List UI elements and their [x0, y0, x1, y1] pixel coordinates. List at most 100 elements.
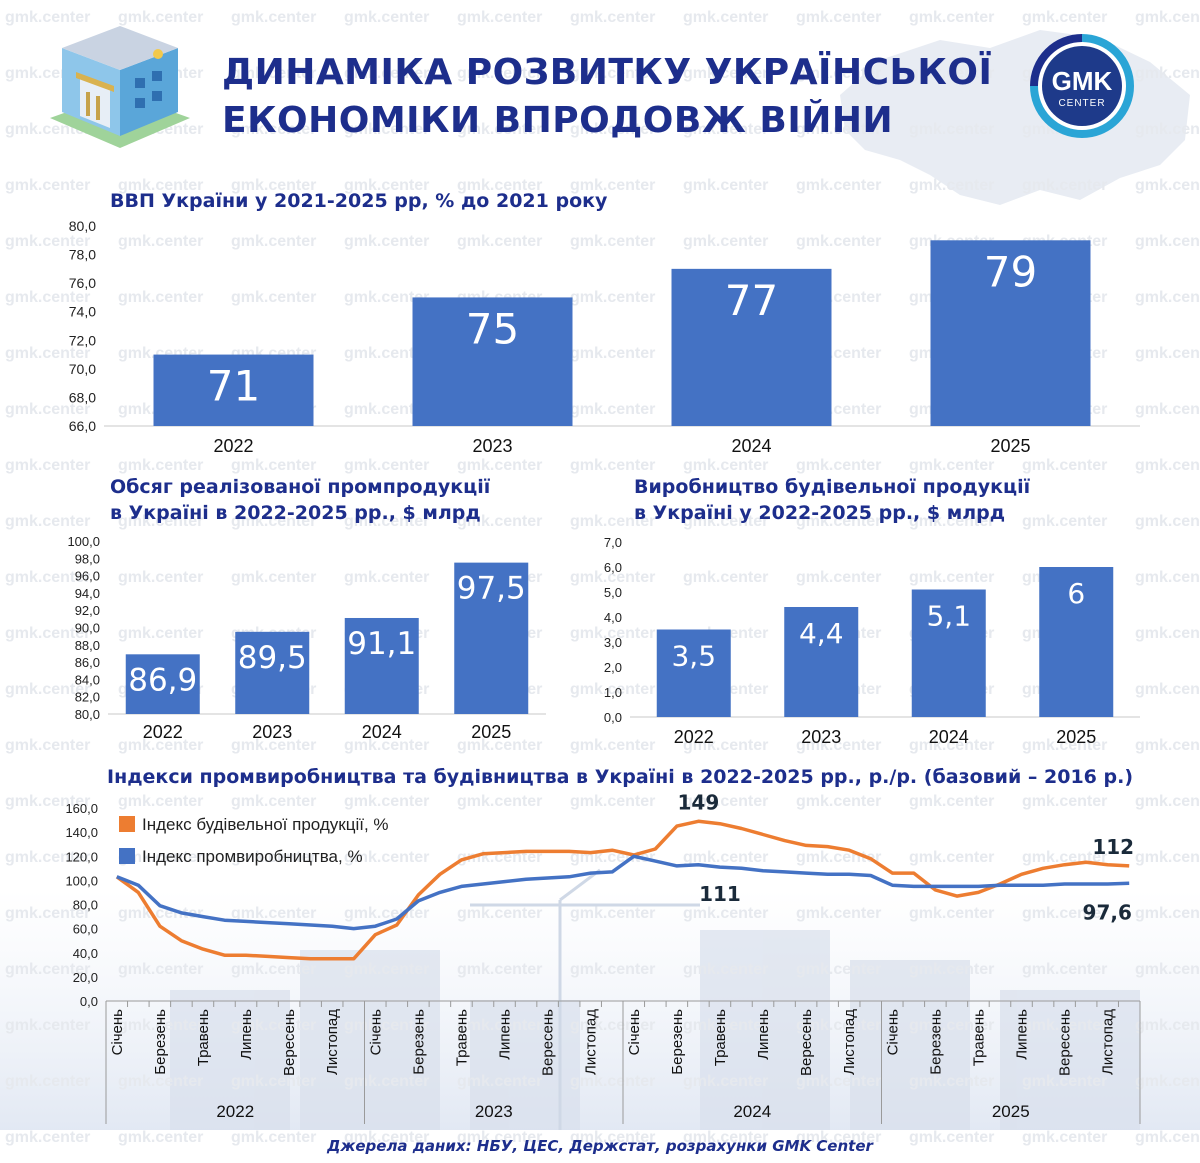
watermark-text: gmk.center — [570, 569, 655, 586]
y-tick-label: 74,0 — [69, 304, 96, 320]
bar-value-label: 75 — [466, 304, 519, 353]
month-label: Листопад — [1100, 1009, 1117, 1075]
watermark-text: gmk.center — [909, 905, 994, 922]
crane-silhouette — [470, 868, 700, 1130]
bar — [671, 268, 832, 426]
watermark-text: gmk.center — [344, 569, 429, 586]
watermark-text: gmk.center — [231, 9, 316, 26]
month-label: Січень — [109, 1009, 126, 1056]
watermark-text: gmk.center — [231, 233, 316, 250]
watermark-text: gmk.center — [570, 1017, 655, 1034]
watermark-text: gmk.center — [118, 793, 203, 810]
logo-text-top: GMK — [1052, 66, 1113, 96]
y-tick-label: 80,0 — [69, 218, 96, 234]
watermark-text: gmk.center — [231, 793, 316, 810]
watermark-text: gmk.center — [909, 1129, 994, 1146]
watermark-text: gmk.center — [1022, 905, 1107, 922]
watermark-text: gmk.center — [796, 233, 881, 250]
month-label: Листопад — [841, 1009, 858, 1075]
watermark-text: gmk.center — [231, 961, 316, 978]
watermark-text: gmk.center — [796, 65, 881, 82]
bar-chart-1: 100,0 98,0 96,0 94,0 92,0 90,0 88,0 86,0 84,0 82,… — [67, 534, 546, 742]
watermark-text: gmk.center — [683, 793, 768, 810]
watermark-text: gmk.center — [909, 9, 994, 26]
industry-chart-title-line2: в Україні в 2022-2025 рр., $ млрд — [110, 502, 481, 524]
watermark-text: gmk.center — [344, 233, 429, 250]
watermark-text: gmk.center — [344, 961, 429, 978]
watermark-text: gmk.center — [118, 569, 203, 586]
watermark-text: gmk.center — [570, 401, 655, 418]
watermark-text: gmk.center — [118, 9, 203, 26]
month-label: Травень — [453, 1009, 470, 1066]
watermark-text: gmk.center — [796, 1073, 881, 1090]
watermark-text: gmk.center — [231, 849, 316, 866]
month-label: Травень — [970, 1009, 987, 1066]
x-category-label: 2023 — [252, 722, 292, 742]
watermark-text: gmk.center — [231, 65, 316, 82]
watermark-text: gmk.center — [683, 65, 768, 82]
watermark-text: gmk.center — [5, 1129, 90, 1146]
y-tick-label: 76,0 — [69, 275, 96, 291]
bar-value-label: 4,4 — [799, 617, 844, 650]
x-category-label: 2024 — [929, 727, 969, 747]
bar-value-label: 79 — [984, 247, 1037, 296]
y-tick-label: 0,0 — [604, 710, 622, 725]
y-tick-label: 80,0 — [75, 707, 100, 722]
legend-label: Індекс промвиробництва, % — [142, 847, 363, 866]
bar-chart-2: 7,0 6,0 5,0 4,0 3,0 2,0 1,0 0,0 3,5 2022 4,4 2023 5,… — [604, 535, 1140, 747]
watermark-text: gmk.center — [1022, 737, 1107, 754]
watermark-text: gmk.center — [1022, 457, 1107, 474]
y-tick-label: 20,0 — [73, 970, 98, 985]
watermark-text: gmk.center — [5, 233, 90, 250]
x-category-label: 2024 — [362, 722, 402, 742]
watermark-text: gmk.center — [1135, 849, 1200, 866]
watermark-text: gmk.center — [1135, 345, 1200, 362]
bar — [656, 629, 731, 717]
watermark-text: gmk.center — [5, 1017, 90, 1034]
bar-value-label: 91,1 — [347, 626, 416, 662]
watermark-text: gmk.center — [570, 513, 655, 530]
month-label: Вересень — [798, 1009, 815, 1076]
watermark-text: gmk.center — [344, 1129, 429, 1146]
watermark-text: gmk.center — [457, 905, 542, 922]
bar-value-label: 77 — [725, 276, 778, 325]
data-annotation: 111 — [699, 882, 741, 906]
bar-value-label: 6 — [1067, 577, 1085, 610]
bar — [153, 354, 314, 426]
watermark-text: gmk.center — [570, 681, 655, 698]
x-category-label: 2022 — [213, 436, 253, 456]
watermark-text: gmk.center — [1135, 9, 1200, 26]
watermark-text: gmk.center — [5, 401, 90, 418]
watermark-text: gmk.center — [570, 65, 655, 82]
bar — [125, 654, 200, 714]
watermark-text: gmk.center — [5, 457, 90, 474]
watermark-text: gmk.center — [1135, 625, 1200, 642]
watermark-text: gmk.center — [5, 569, 90, 586]
watermark-text: gmk.center — [344, 289, 429, 306]
watermark-text: gmk.center — [796, 9, 881, 26]
watermark-text: gmk.center — [457, 961, 542, 978]
watermark-text: gmk.center — [231, 1017, 316, 1034]
watermark-text: gmk.center — [5, 289, 90, 306]
watermark-text: gmk.center — [1022, 1129, 1107, 1146]
watermark-text: gmk.center — [796, 457, 881, 474]
y-tick-label: 72,0 — [69, 332, 96, 348]
watermark-text: gmk.center — [344, 401, 429, 418]
watermark-text: gmk.center — [5, 961, 90, 978]
construction-chart-title-line2: в Україні у 2022-2025 рр., $ млрд — [634, 502, 1006, 524]
watermark-text: gmk.center — [5, 793, 90, 810]
watermark-text: gmk.center — [118, 513, 203, 530]
y-tick-label: 100,0 — [65, 873, 98, 888]
x-category-label: 2025 — [1056, 727, 1096, 747]
construction-chart-title-line1: Виробництво будівельної продукції — [634, 476, 1031, 498]
watermark-text: gmk.center — [1135, 401, 1200, 418]
watermark-text: gmk.center — [5, 737, 90, 754]
watermark-text: gmk.center — [457, 457, 542, 474]
watermark-text: gmk.center — [570, 961, 655, 978]
legend-swatch — [119, 848, 135, 864]
y-tick-label: 160,0 — [65, 801, 98, 816]
watermark-text: gmk.center — [231, 737, 316, 754]
bank-building-icon — [50, 26, 190, 148]
watermark-text: gmk.center — [118, 849, 203, 866]
